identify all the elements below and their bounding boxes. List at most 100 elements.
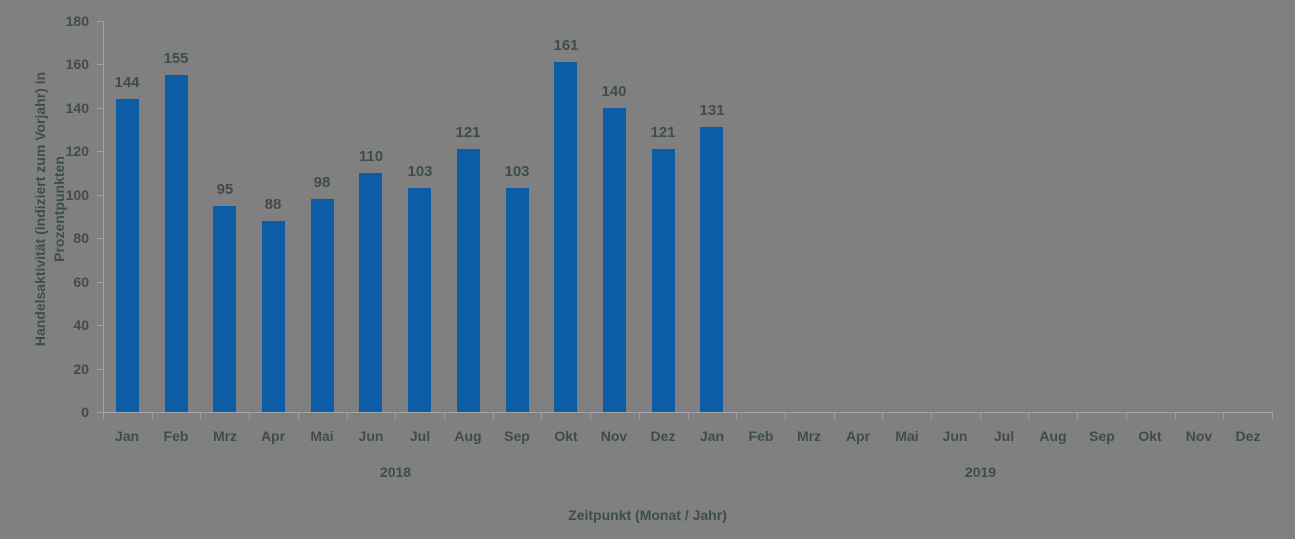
x-tick-mark: [639, 412, 640, 419]
x-category-label: Apr: [845, 428, 871, 444]
x-tick-mark: [1272, 412, 1273, 419]
bar[interactable]: [506, 188, 529, 412]
bar[interactable]: [262, 221, 285, 412]
x-category-label: Jul: [409, 428, 431, 444]
bar-value-label: 110: [358, 148, 384, 165]
x-category-label: Sep: [504, 428, 530, 444]
x-tick-mark: [541, 412, 542, 419]
x-category-label: Apr: [260, 428, 286, 444]
bar-value-label: 103: [504, 163, 530, 180]
bar-value-label: 144: [114, 74, 140, 91]
x-tick-mark: [1077, 412, 1078, 419]
bar[interactable]: [603, 108, 626, 412]
y-tick-label: 120: [65, 143, 89, 159]
y-tick-mark: [97, 64, 103, 65]
bar[interactable]: [554, 62, 577, 412]
plot-area: [103, 21, 1272, 412]
bar-value-label: 140: [601, 83, 627, 100]
x-tick-mark: [980, 412, 981, 419]
bar[interactable]: [408, 188, 431, 412]
bar[interactable]: [116, 99, 139, 412]
bar[interactable]: [457, 149, 480, 412]
y-tick-label: 80: [73, 230, 89, 246]
x-category-label: Aug: [454, 428, 482, 444]
x-tick-mark: [1028, 412, 1029, 419]
y-tick-label: 20: [73, 361, 89, 377]
x-tick-mark: [395, 412, 396, 419]
bar-value-label: 98: [313, 174, 331, 191]
bar-value-label: 95: [216, 181, 234, 198]
x-tick-mark: [590, 412, 591, 419]
x-category-label: Jan: [114, 428, 140, 444]
y-tick-label: 40: [73, 317, 89, 333]
x-group-label: 2018: [379, 464, 412, 480]
x-category-label: Dez: [1235, 428, 1261, 444]
y-tick-mark: [97, 412, 103, 413]
x-tick-mark: [298, 412, 299, 419]
x-tick-mark: [736, 412, 737, 419]
x-tick-mark: [834, 412, 835, 419]
x-category-label: Dez: [650, 428, 676, 444]
bar[interactable]: [311, 199, 334, 412]
y-tick-label: 100: [65, 187, 89, 203]
x-tick-mark: [1175, 412, 1176, 419]
x-category-label: Jan: [699, 428, 725, 444]
x-tick-mark: [444, 412, 445, 419]
y-tick-label: 160: [65, 56, 89, 72]
bar-value-label: 155: [163, 50, 189, 67]
x-category-label: Aug: [1039, 428, 1067, 444]
x-tick-mark: [347, 412, 348, 419]
x-tick-mark: [493, 412, 494, 419]
bar[interactable]: [700, 127, 723, 412]
bar[interactable]: [213, 206, 236, 412]
x-group-label: 2019: [964, 464, 997, 480]
x-category-label: Mai: [310, 428, 334, 444]
y-tick-mark: [97, 325, 103, 326]
y-axis-line: [103, 21, 104, 413]
x-tick-mark: [785, 412, 786, 419]
y-tick-label: 140: [65, 100, 89, 116]
x-category-label: Okt: [1138, 428, 1162, 444]
y-tick-label: 180: [65, 13, 89, 29]
x-category-label: Mrz: [212, 428, 238, 444]
x-tick-mark: [200, 412, 201, 419]
y-tick-mark: [97, 238, 103, 239]
bar-value-label: 161: [553, 37, 579, 54]
bar-value-label: 121: [650, 124, 676, 141]
x-category-label: Okt: [554, 428, 578, 444]
x-tick-mark: [882, 412, 883, 419]
x-axis-title: Zeitpunkt (Monat / Jahr): [568, 507, 727, 523]
y-tick-mark: [97, 151, 103, 152]
x-tick-mark: [103, 412, 104, 419]
x-category-label: Jul: [993, 428, 1015, 444]
x-category-label: Mai: [895, 428, 919, 444]
y-tick-label: 60: [73, 274, 89, 290]
y-tick-mark: [97, 108, 103, 109]
bar[interactable]: [165, 75, 188, 412]
x-category-label: Sep: [1089, 428, 1115, 444]
x-tick-mark: [1223, 412, 1224, 419]
x-category-label: Mrz: [796, 428, 822, 444]
x-category-label: Nov: [600, 428, 628, 444]
x-tick-mark: [931, 412, 932, 419]
x-tick-mark: [1126, 412, 1127, 419]
x-tick-mark: [688, 412, 689, 419]
bar-value-label: 103: [407, 163, 433, 180]
bar-value-label: 131: [699, 102, 725, 119]
bar-value-label: 88: [264, 196, 282, 213]
x-category-label: Jun: [942, 428, 968, 444]
y-tick-mark: [97, 195, 103, 196]
x-category-label: Jun: [358, 428, 384, 444]
x-tick-mark: [152, 412, 153, 419]
bar-value-label: 121: [455, 124, 481, 141]
y-tick-label: 0: [81, 404, 89, 420]
bar[interactable]: [652, 149, 675, 412]
x-category-label: Nov: [1185, 428, 1213, 444]
y-tick-mark: [97, 21, 103, 22]
x-tick-mark: [249, 412, 250, 419]
bar[interactable]: [359, 173, 382, 412]
y-tick-mark: [97, 369, 103, 370]
x-category-label: Feb: [163, 428, 189, 444]
x-category-label: Feb: [748, 428, 774, 444]
